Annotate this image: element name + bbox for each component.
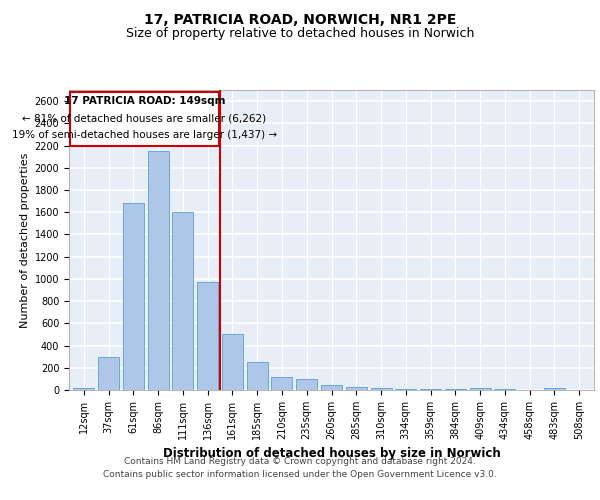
Y-axis label: Number of detached properties: Number of detached properties	[20, 152, 31, 328]
Text: 17 PATRICIA ROAD: 149sqm: 17 PATRICIA ROAD: 149sqm	[64, 96, 225, 106]
Text: Size of property relative to detached houses in Norwich: Size of property relative to detached ho…	[126, 28, 474, 40]
Bar	[296, 379, 317, 390]
Bar	[544, 388, 565, 390]
X-axis label: Distribution of detached houses by size in Norwich: Distribution of detached houses by size …	[163, 448, 500, 460]
Bar	[123, 204, 144, 390]
Bar	[172, 212, 193, 390]
Bar	[346, 387, 367, 390]
Bar	[148, 151, 169, 390]
Bar	[271, 376, 292, 390]
Bar	[222, 334, 243, 390]
Bar	[321, 384, 342, 390]
Bar	[420, 389, 441, 390]
Bar	[247, 362, 268, 390]
Bar	[395, 388, 416, 390]
Text: ← 81% of detached houses are smaller (6,262): ← 81% of detached houses are smaller (6,…	[22, 113, 266, 123]
Bar	[371, 388, 392, 390]
Bar	[73, 388, 94, 390]
Text: Contains HM Land Registry data © Crown copyright and database right 2024.: Contains HM Land Registry data © Crown c…	[124, 458, 476, 466]
Bar	[98, 356, 119, 390]
Text: Contains public sector information licensed under the Open Government Licence v3: Contains public sector information licen…	[103, 470, 497, 479]
Text: 17, PATRICIA ROAD, NORWICH, NR1 2PE: 17, PATRICIA ROAD, NORWICH, NR1 2PE	[144, 12, 456, 26]
Bar	[470, 388, 491, 390]
Bar	[70, 92, 219, 146]
Text: 19% of semi-detached houses are larger (1,437) →: 19% of semi-detached houses are larger (…	[12, 130, 277, 140]
Bar	[197, 282, 218, 390]
